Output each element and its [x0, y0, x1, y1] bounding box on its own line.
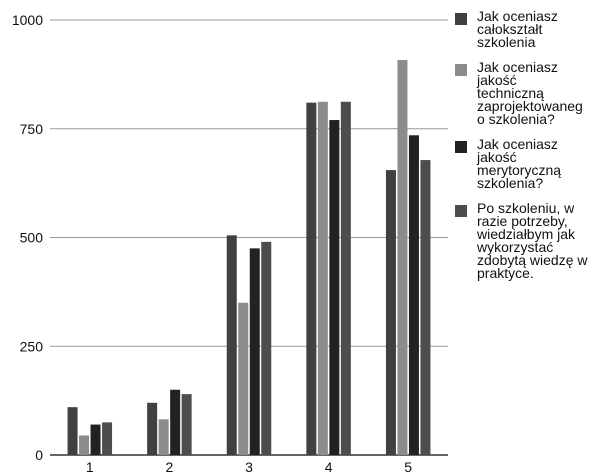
bar [147, 402, 158, 455]
bar [340, 101, 351, 455]
legend-swatch [455, 13, 467, 25]
y-tick-label: 250 [20, 338, 44, 354]
y-axis-tick-labels: 0 250 500 750 1000 [12, 12, 43, 463]
bar [249, 248, 260, 455]
bar [90, 424, 101, 455]
x-tick-label: 4 [325, 459, 333, 475]
legend-swatch [455, 141, 467, 153]
bar [79, 435, 90, 455]
bar [181, 394, 192, 455]
legend-item: Po szkoleniu, w razie potrzeby, wiedział… [455, 200, 597, 281]
x-axis-tick-labels: 1 2 3 4 5 [86, 459, 412, 475]
bars [67, 60, 431, 456]
x-tick-label: 1 [86, 459, 94, 475]
bar [158, 419, 169, 455]
bar [385, 170, 396, 455]
bar [102, 422, 113, 455]
bar [261, 241, 272, 455]
y-tick-label: 500 [20, 230, 44, 246]
bar [170, 389, 181, 455]
y-tick-label: 1000 [12, 12, 43, 28]
legend-swatch [455, 64, 467, 76]
x-tick-label: 5 [404, 459, 412, 475]
bar-chart: 0 250 500 750 1000 1 2 3 4 5 [12, 12, 448, 475]
bar [397, 60, 408, 456]
legend-label: Po szkoleniu, w razie potrzeby, wiedział… [477, 200, 588, 281]
x-tick-label: 3 [245, 459, 253, 475]
bar [306, 102, 317, 456]
bar [420, 160, 431, 455]
bar [67, 407, 78, 455]
bar [317, 101, 328, 455]
x-tick-label: 2 [166, 459, 174, 475]
legend-swatch [455, 205, 467, 217]
legend-item: Jak oceniasz całokształt szkolenia [455, 8, 597, 50]
gridlines [50, 19, 448, 456]
bar [226, 235, 237, 455]
legend: Jak oceniasz całokształt szkolenia Jak oc… [455, 8, 597, 292]
legend-item: Jak oceniasz jakość techniczną zaprojekt… [455, 59, 597, 127]
legend-item: Jak oceniasz jakość merytoryczną szkolen… [455, 136, 597, 191]
legend-label: Jak oceniasz całokształt szkolenia [477, 8, 558, 50]
legend-label: Jak oceniasz jakość techniczną zaprojekt… [477, 59, 583, 127]
bar [329, 120, 340, 456]
legend-label: Jak oceniasz jakość merytoryczną szkolen… [477, 136, 562, 191]
y-tick-label: 750 [20, 121, 44, 137]
y-tick-label: 0 [35, 447, 43, 463]
bar [408, 135, 419, 455]
bar [238, 302, 249, 455]
